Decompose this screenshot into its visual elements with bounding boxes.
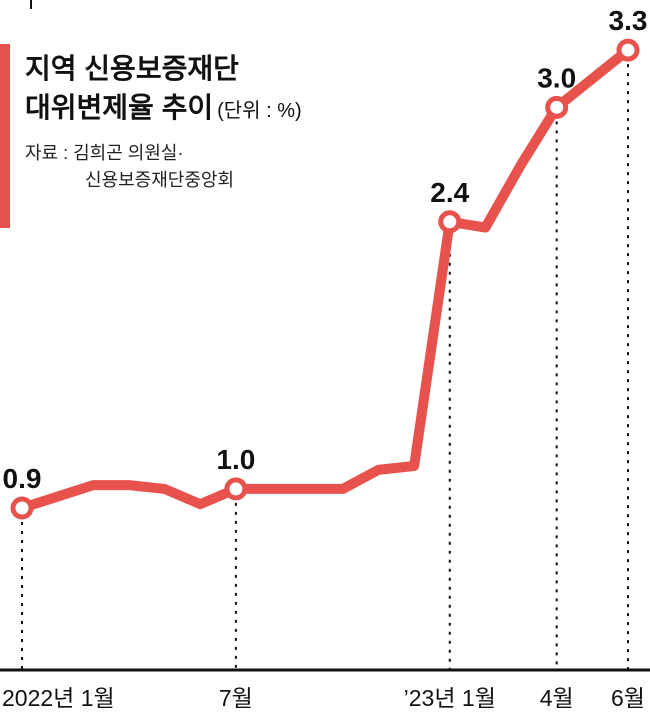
source-line2: 신용보증재단중앙회 (85, 170, 235, 191)
chart-unit-label: (단위 : %) (217, 99, 302, 122)
x-tick-label: ’23년 1월 (404, 685, 496, 711)
data-point (10, 496, 34, 520)
title-block: 지역 신용보증재단 대위변제율 추이 (단위 : %) 자료 : 김희곤 의원실·… (25, 44, 302, 194)
value-label: 1.0 (216, 444, 255, 475)
x-tick-label: 7월 (219, 685, 253, 711)
chart-title-line2-text: 대위변제율 추이 (25, 91, 214, 123)
chart-source: 자료 : 김희곤 의원실· 신용보증재단중앙회 (25, 140, 302, 194)
x-tick-label: 4월 (540, 685, 574, 711)
data-point (545, 95, 569, 119)
chart-title-line1: 지역 신용보증재단 (25, 53, 239, 84)
x-tick-label: 2022년 1월 (2, 685, 115, 711)
chart-header: 지역 신용보증재단 대위변제율 추이 (단위 : %) 자료 : 김희곤 의원실·… (0, 44, 302, 228)
data-point (224, 477, 248, 501)
value-label: 2.4 (430, 177, 469, 208)
source-line1: 자료 : 김희곤 의원실· (25, 143, 184, 164)
value-label: 3.3 (609, 5, 648, 36)
chart-title-line2: 대위변제율 추이 (단위 : %) (25, 89, 302, 128)
title-accent-bar (0, 44, 10, 228)
data-point (438, 210, 462, 234)
value-label: 3.0 (537, 62, 576, 93)
x-tick-label: 6월 (611, 685, 645, 711)
value-label: 0.9 (3, 463, 42, 494)
data-point (616, 38, 640, 62)
series-line (17, 45, 633, 513)
